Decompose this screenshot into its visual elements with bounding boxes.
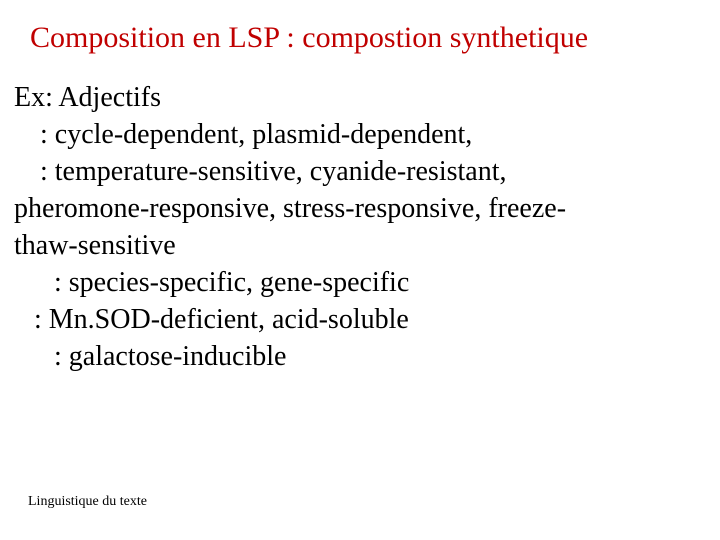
slide: Composition en LSP : compostion syntheti… — [0, 0, 720, 540]
body-line: : temperature-sensitive, cyanide-resista… — [14, 154, 700, 189]
slide-body: Ex: Adjectifs : cycle-dependent, plasmid… — [14, 80, 700, 376]
body-line: : cycle-dependent, plasmid-dependent, — [14, 117, 700, 152]
body-line: Ex: Adjectifs — [14, 80, 700, 115]
body-line: : Mn.SOD-deficient, acid-soluble — [14, 302, 700, 337]
slide-title: Composition en LSP : compostion syntheti… — [30, 20, 690, 56]
slide-footer: Linguistique du texte — [28, 494, 147, 510]
body-line: : species-specific, gene-specific — [14, 265, 700, 300]
body-line: thaw-sensitive — [14, 228, 700, 263]
body-line: pheromone-responsive, stress-responsive,… — [14, 191, 700, 226]
body-line: : galactose-inducible — [14, 339, 700, 374]
